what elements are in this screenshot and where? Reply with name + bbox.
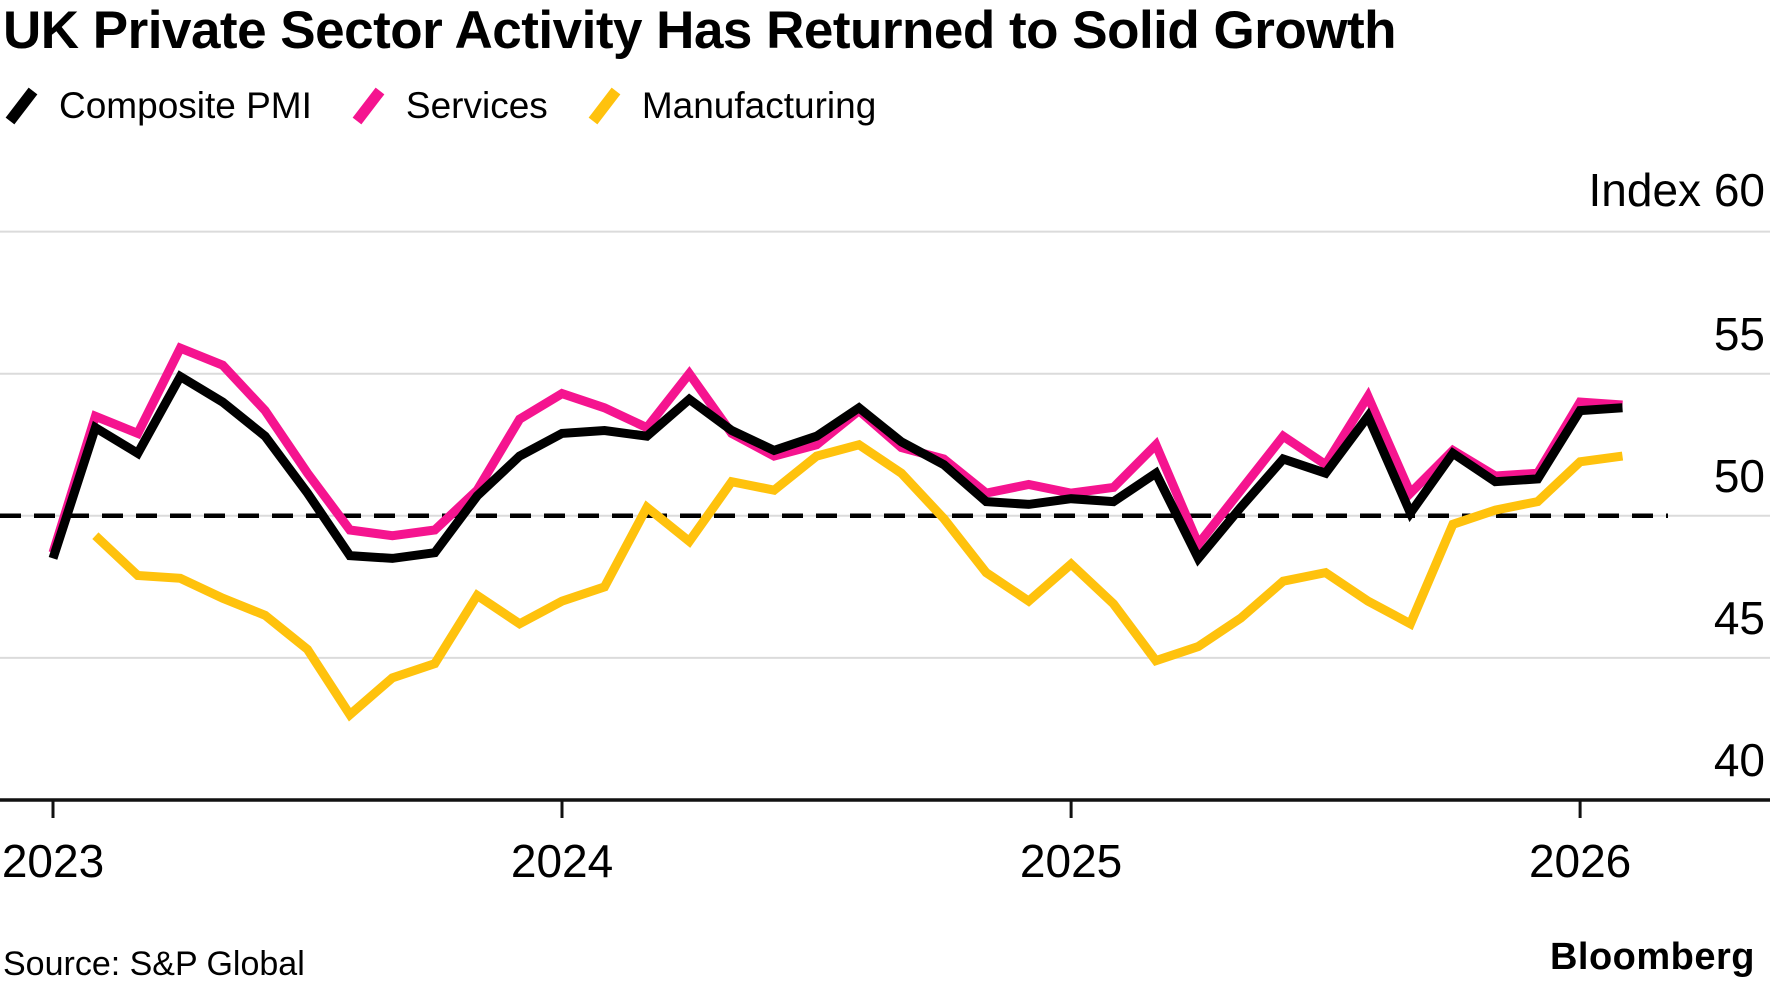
manufacturing-line-icon	[586, 85, 624, 127]
legend-item-services: Services	[350, 85, 548, 127]
services-line-icon	[350, 85, 388, 127]
composite-line-icon	[3, 85, 41, 127]
legend-label-composite: Composite PMI	[59, 85, 312, 126]
y-axis-top-label: Index 60	[1588, 164, 1765, 216]
series-line-composite-pmi	[48, 370, 1623, 567]
legend-item-composite: Composite PMI	[3, 85, 312, 127]
bloomberg-logo: Bloomberg	[1549, 936, 1755, 978]
legend-item-manufacturing: Manufacturing	[586, 85, 876, 127]
legend-label-services: Services	[405, 85, 548, 126]
source-note: Source: S&P Global	[3, 945, 305, 983]
chart-legend: Composite PMI Services Manufacturing	[3, 82, 876, 130]
chart-title: UK Private Sector Activity Has Returned …	[3, 1, 1396, 60]
series-line-services	[48, 342, 1623, 555]
legend-label-manufacturing: Manufacturing	[641, 85, 877, 126]
series-line-manufacturing	[92, 439, 1624, 722]
